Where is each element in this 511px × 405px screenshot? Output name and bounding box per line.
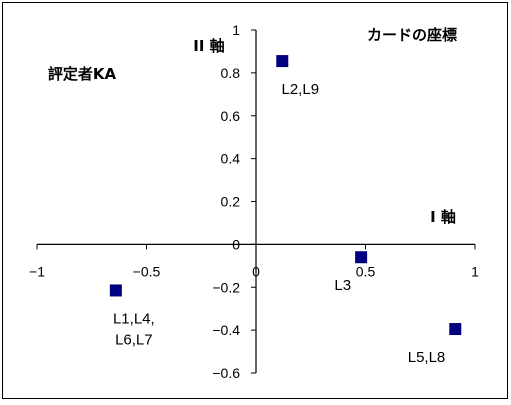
data-point-marker: [109, 284, 122, 297]
y-tick-label: 0.6: [221, 108, 241, 124]
data-point-label: L5,L8: [408, 349, 446, 366]
data-point-label: L6,L7: [115, 331, 153, 348]
x-tick-label: 0: [252, 263, 260, 279]
y-tick-label: 0: [232, 236, 240, 252]
data-point-label: L3: [334, 277, 351, 294]
data-point-marker: [449, 323, 462, 336]
data-point-marker: [276, 55, 289, 68]
chart-title: カードの座標: [367, 26, 457, 44]
data-points: [109, 55, 462, 336]
y-tick-label: −0.6: [212, 365, 240, 381]
point-labels: L2,L9 L3 L1,L4, L6,L7 L5,L8: [113, 81, 445, 366]
data-point-label: L2,L9: [282, 81, 320, 98]
y-tick-label: −0.4: [212, 322, 240, 338]
y-tick-label: 0.4: [221, 151, 241, 167]
x-tick-label: −0.5: [133, 263, 161, 279]
tick-labels: −1 −0.5 0 0.5 1 1 0.8 0.6 0.4 0.2 0 −0.2 −0.4 −0.6: [29, 22, 479, 381]
axes: [36, 29, 476, 374]
chart-border: [2, 2, 508, 399]
x-tick-label: −1: [29, 263, 45, 279]
y-tick-label: 0.8: [221, 65, 241, 81]
x-axis-label: I 軸: [430, 208, 456, 226]
chart-subtitle: 評定者KA: [48, 65, 117, 83]
y-tick-label: 0.2: [221, 194, 241, 210]
x-tick-label: 1: [471, 263, 479, 279]
y-axis-label: II 軸: [193, 37, 224, 55]
y-tick-label: −0.2: [212, 279, 240, 295]
data-point-label: L1,L4,: [113, 310, 155, 327]
x-tick-label: 0.5: [356, 263, 376, 279]
data-point-marker: [355, 251, 368, 264]
y-tick-label: 1: [232, 22, 240, 38]
